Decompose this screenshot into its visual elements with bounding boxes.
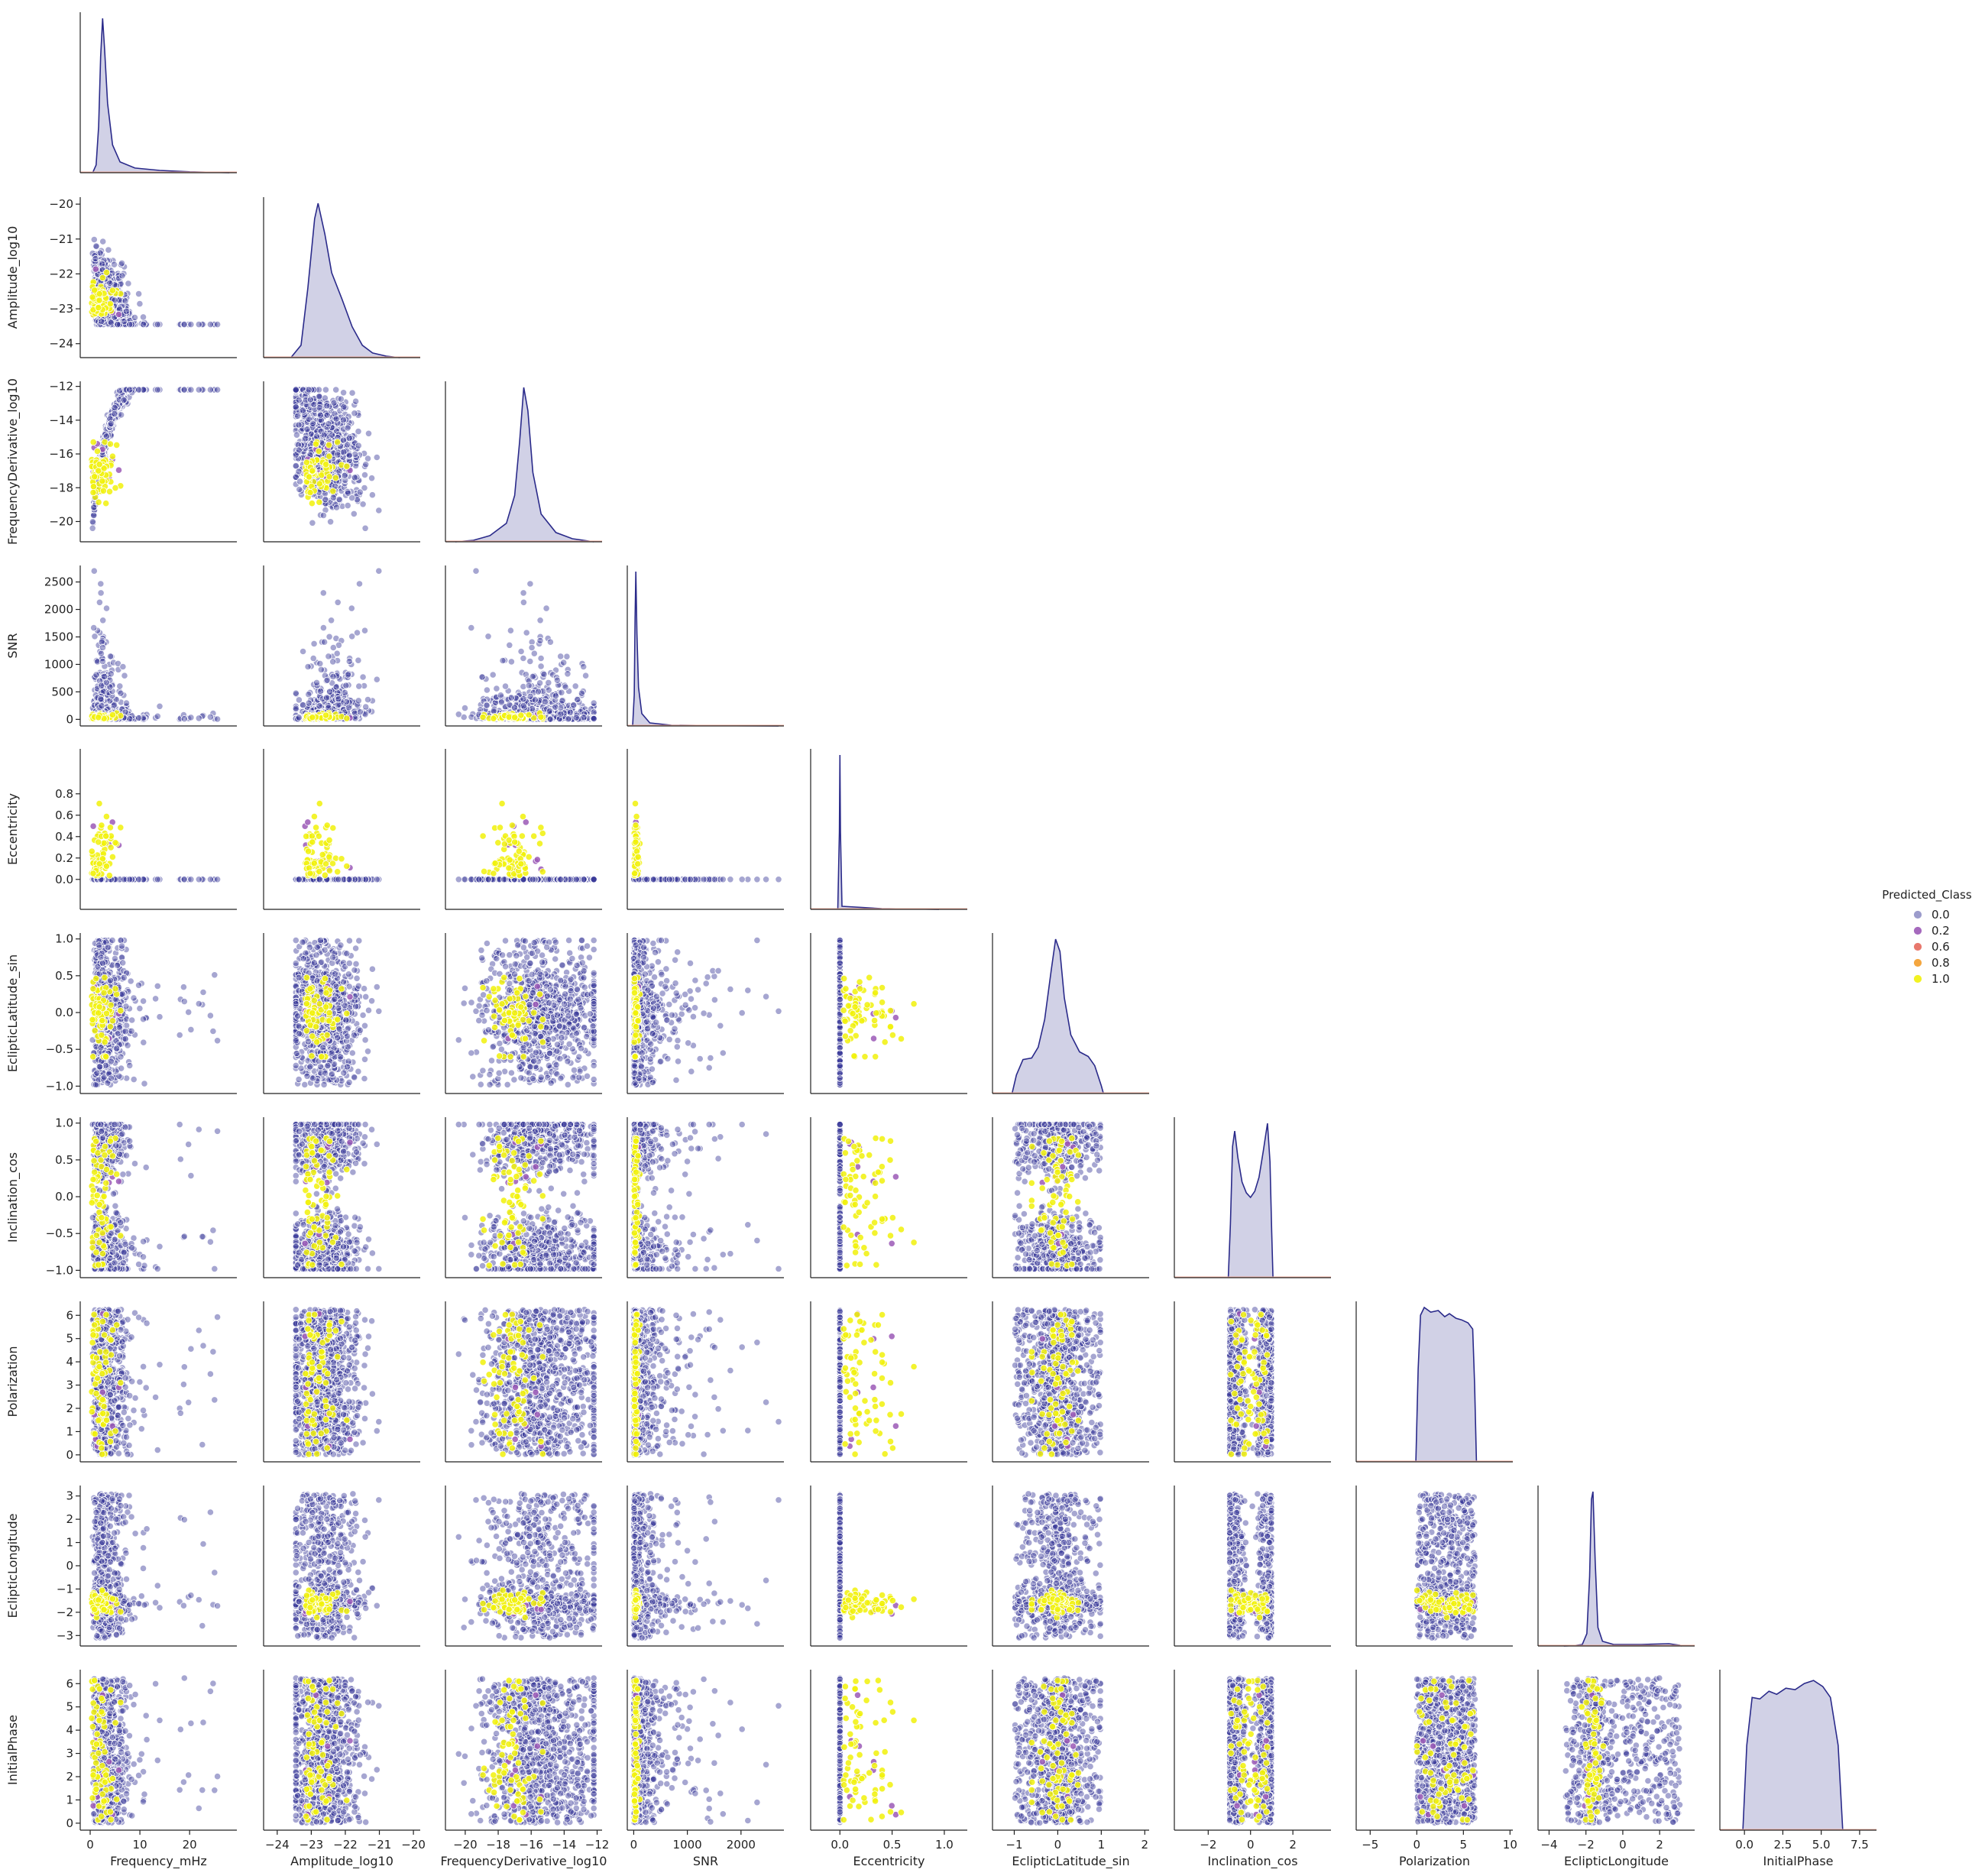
data-point xyxy=(140,321,146,327)
data-point xyxy=(135,290,141,296)
data-point xyxy=(111,261,117,267)
panel-Frequency_mHz-vs-Frequency_mHz xyxy=(80,12,237,173)
data-point xyxy=(196,321,202,327)
data-point xyxy=(207,321,213,327)
data-point xyxy=(100,238,106,245)
data-point xyxy=(115,321,121,327)
data-point xyxy=(92,266,99,272)
data-point xyxy=(93,243,99,249)
data-point xyxy=(108,319,114,326)
data-point xyxy=(107,280,113,286)
data-point xyxy=(115,311,121,317)
data-point xyxy=(121,319,127,325)
data-point xyxy=(214,321,220,327)
data-point xyxy=(140,314,146,320)
data-point xyxy=(123,308,129,314)
data-point xyxy=(188,321,194,327)
data-point xyxy=(97,250,103,256)
data-point xyxy=(99,261,105,267)
data-point xyxy=(181,321,187,327)
data-point xyxy=(154,321,160,327)
data-point xyxy=(99,318,105,324)
data-point xyxy=(118,260,125,266)
kde-fill-Frequency_mHz xyxy=(92,18,229,173)
data-point xyxy=(91,236,97,242)
data-point xyxy=(92,255,99,261)
data-point xyxy=(125,280,131,287)
data-point xyxy=(131,314,138,320)
data-point xyxy=(137,300,143,306)
data-point xyxy=(119,273,125,279)
data-point xyxy=(105,247,112,253)
data-point xyxy=(122,298,128,304)
